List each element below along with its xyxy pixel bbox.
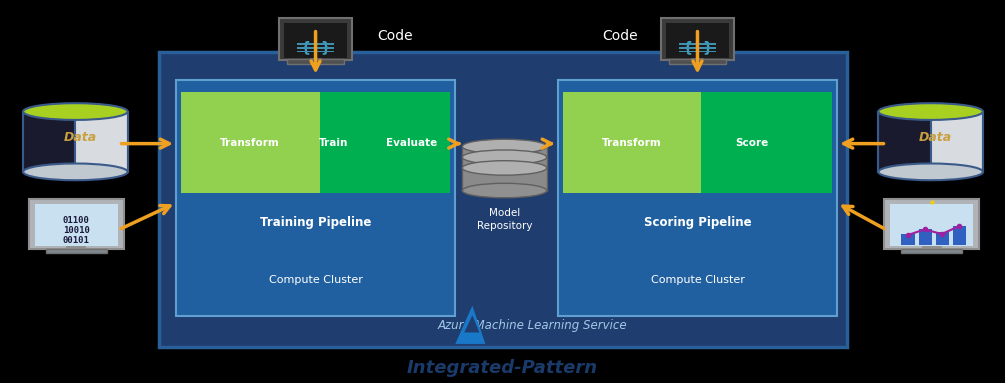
Bar bbox=[679, 47, 716, 49]
Text: Azure Machine Learning Service: Azure Machine Learning Service bbox=[438, 319, 627, 332]
Ellipse shape bbox=[462, 183, 547, 198]
Bar bbox=[66, 243, 86, 249]
Text: }: } bbox=[321, 40, 331, 54]
Bar bbox=[34, 204, 119, 246]
Text: Train: Train bbox=[319, 138, 349, 148]
Bar bbox=[320, 92, 450, 193]
Text: Score: Score bbox=[735, 138, 769, 148]
Polygon shape bbox=[464, 315, 479, 332]
Text: Integrated-Pattern: Integrated-Pattern bbox=[407, 359, 598, 376]
Bar bbox=[666, 23, 729, 58]
Ellipse shape bbox=[23, 103, 128, 120]
Bar bbox=[310, 52, 322, 60]
Bar bbox=[297, 43, 334, 45]
Bar bbox=[878, 111, 931, 172]
Bar bbox=[284, 23, 347, 58]
Bar bbox=[297, 47, 334, 49]
Bar bbox=[890, 204, 973, 246]
Text: Compute Cluster: Compute Cluster bbox=[268, 275, 363, 285]
Bar bbox=[287, 59, 344, 64]
Bar bbox=[936, 232, 949, 245]
Bar bbox=[919, 229, 932, 245]
Bar bbox=[922, 243, 942, 249]
Text: Data: Data bbox=[920, 131, 952, 144]
Bar bbox=[691, 52, 704, 60]
Bar bbox=[28, 199, 125, 249]
Text: {: { bbox=[300, 40, 311, 54]
Bar bbox=[66, 244, 86, 250]
Bar bbox=[669, 59, 726, 64]
Text: Scoring Pipeline: Scoring Pipeline bbox=[643, 216, 752, 229]
Bar bbox=[884, 199, 980, 249]
Text: Data: Data bbox=[64, 131, 96, 144]
Bar bbox=[878, 111, 983, 172]
Bar bbox=[901, 234, 915, 245]
Text: Transform: Transform bbox=[602, 138, 662, 148]
Text: Code: Code bbox=[377, 29, 412, 43]
Bar bbox=[75, 111, 128, 172]
Text: Model
Repository: Model Repository bbox=[476, 208, 533, 231]
Ellipse shape bbox=[462, 150, 547, 164]
Ellipse shape bbox=[878, 164, 983, 180]
Bar bbox=[901, 249, 962, 253]
Bar bbox=[297, 51, 334, 52]
Bar bbox=[931, 111, 983, 172]
Text: Training Pipeline: Training Pipeline bbox=[260, 216, 371, 229]
Bar bbox=[159, 52, 847, 347]
Bar bbox=[181, 92, 320, 193]
Ellipse shape bbox=[878, 103, 983, 120]
Bar bbox=[661, 18, 734, 60]
Bar bbox=[279, 18, 352, 60]
Text: Evaluate: Evaluate bbox=[387, 138, 437, 148]
Text: {: { bbox=[682, 40, 692, 54]
Text: }: } bbox=[702, 40, 713, 54]
Bar bbox=[563, 92, 701, 193]
Polygon shape bbox=[455, 306, 485, 344]
Bar bbox=[462, 146, 547, 190]
Bar bbox=[679, 43, 716, 45]
Bar bbox=[46, 249, 107, 253]
Text: Compute Cluster: Compute Cluster bbox=[650, 275, 745, 285]
Text: Transform: Transform bbox=[220, 138, 280, 148]
Bar bbox=[679, 51, 716, 52]
Ellipse shape bbox=[462, 139, 547, 154]
Text: Code: Code bbox=[603, 29, 638, 43]
Bar bbox=[176, 80, 455, 316]
Bar bbox=[953, 226, 966, 245]
Bar bbox=[701, 92, 832, 193]
Ellipse shape bbox=[23, 164, 128, 180]
Bar bbox=[23, 111, 128, 172]
Bar bbox=[558, 80, 837, 316]
Text: 01100
10010
00101: 01100 10010 00101 bbox=[63, 216, 89, 246]
Ellipse shape bbox=[462, 161, 547, 175]
Bar bbox=[922, 244, 942, 250]
Bar bbox=[23, 111, 75, 172]
